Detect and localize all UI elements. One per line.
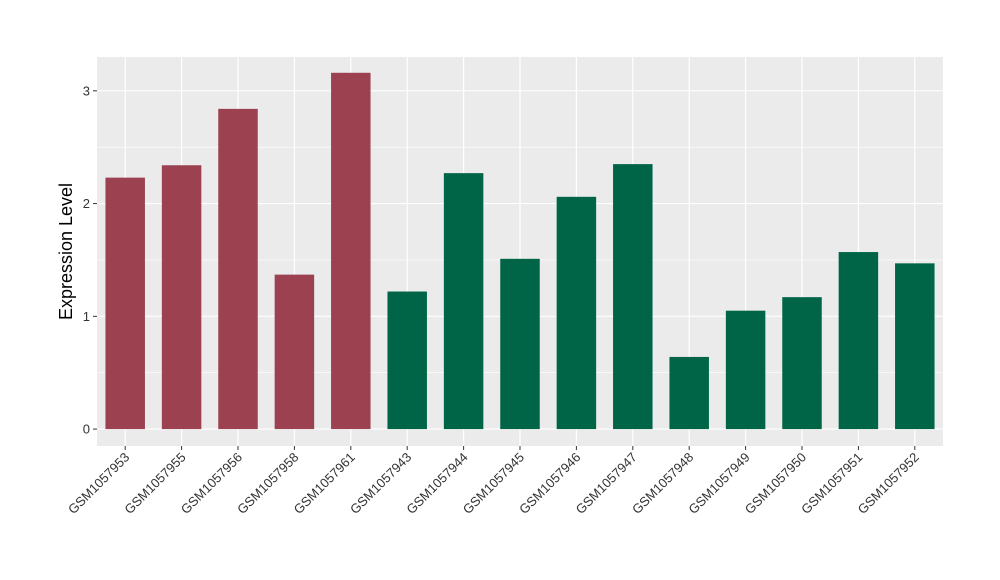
- y-tick-label: 0: [83, 422, 90, 437]
- bar-GSM1057952: [895, 263, 935, 430]
- y-tick-label: 3: [83, 83, 90, 98]
- bar-GSM1057949: [725, 310, 766, 430]
- bar-layer: [105, 72, 935, 430]
- y-axis-title: Expression Level: [56, 183, 76, 320]
- bar-GSM1057953: [105, 177, 145, 430]
- bar-GSM1057944: [443, 173, 484, 430]
- y-tick-label: 2: [83, 196, 90, 211]
- bar-GSM1057955: [161, 165, 202, 430]
- bar-GSM1057958: [274, 274, 315, 430]
- bar-GSM1057947: [613, 164, 653, 430]
- bar-GSM1057961: [331, 72, 371, 430]
- bar-GSM1057950: [782, 297, 822, 430]
- bar-GSM1057956: [218, 108, 258, 430]
- y-tick-label: 1: [83, 309, 90, 324]
- bar-GSM1057946: [556, 196, 597, 430]
- bar-GSM1057948: [669, 356, 709, 430]
- bar-GSM1057943: [387, 291, 427, 430]
- bar-GSM1057945: [500, 258, 540, 430]
- bar-GSM1057951: [838, 252, 879, 430]
